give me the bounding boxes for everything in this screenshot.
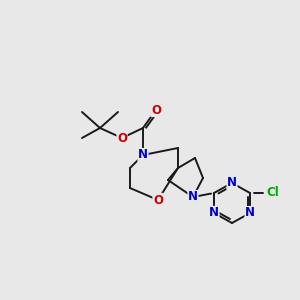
- Text: N: N: [209, 206, 219, 220]
- Text: N: N: [138, 148, 148, 161]
- Text: O: O: [153, 194, 163, 206]
- Text: N: N: [245, 206, 255, 220]
- Text: Cl: Cl: [267, 187, 279, 200]
- Text: N: N: [188, 190, 198, 203]
- Text: O: O: [151, 103, 161, 116]
- Text: O: O: [117, 131, 127, 145]
- Text: N: N: [227, 176, 237, 190]
